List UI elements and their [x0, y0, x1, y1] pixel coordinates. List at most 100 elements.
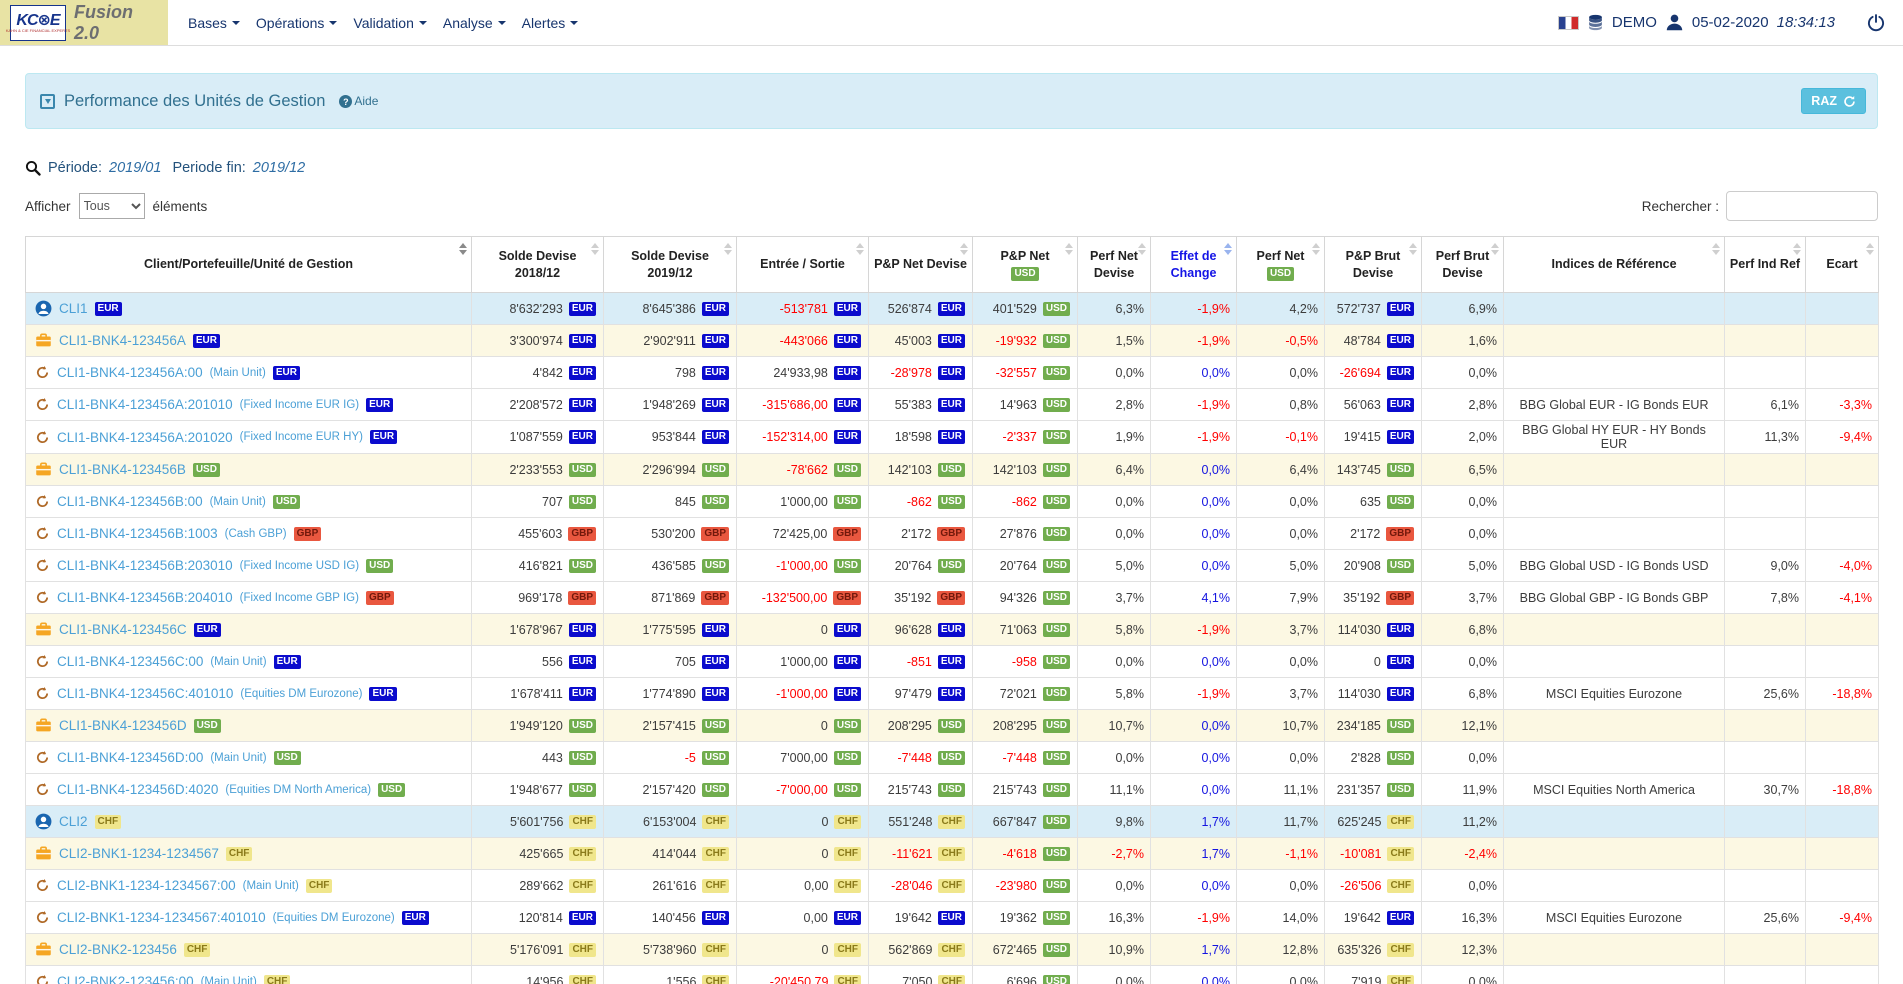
row-name-link[interactable]: CLI1-BNK4-123456B:203010: [57, 558, 233, 573]
row-name-link[interactable]: CLI1-BNK4-123456A:201020: [57, 429, 233, 445]
cell-amount: -11'621 CHF: [868, 837, 973, 870]
sort-arrows-icon[interactable]: [1138, 243, 1146, 255]
sort-arrows-icon[interactable]: [1065, 243, 1073, 255]
nav-item-analyse[interactable]: Analyse: [443, 15, 506, 31]
periode-value[interactable]: 2019/01: [109, 160, 162, 176]
cell-amount: -958 USD: [972, 645, 1078, 678]
currency-badge: EUR: [94, 301, 122, 316]
column-header-effet-de-change[interactable]: Effet de Change: [1150, 236, 1237, 293]
cell-amount: 114'030 EUR: [1324, 613, 1422, 646]
column-header-pp-net-usd[interactable]: P&P Net USD: [972, 236, 1078, 293]
page-length-select[interactable]: Tous: [78, 193, 145, 219]
row-name-link[interactable]: CLI1-BNK4-123456C:00: [57, 654, 204, 669]
sort-arrows-icon[interactable]: [591, 243, 599, 255]
cell-percent: 25,6%: [1724, 677, 1806, 710]
row-name-link[interactable]: CLI1-BNK4-123456B:1003: [57, 526, 218, 541]
row-name-link[interactable]: CLI1-BNK4-123456A:00: [57, 365, 203, 380]
cell-amount: 0,00 CHF: [736, 869, 869, 902]
column-header-solde-2019[interactable]: Solde Devise 2019/12: [603, 236, 737, 293]
row-name-link[interactable]: CLI1-BNK4-123456A: [59, 333, 186, 348]
cell-percent: 16,3%: [1077, 901, 1151, 934]
currency-badge: USD: [701, 718, 729, 733]
caret-square-icon[interactable]: [40, 93, 55, 109]
currency-badge: USD: [1042, 910, 1070, 925]
column-header-perf-ind-ref[interactable]: Perf Ind Ref: [1724, 236, 1806, 293]
row-name-link[interactable]: CLI1-BNK4-123456B: [59, 462, 186, 477]
cell-name: CLI1-BNK4-123456B:1003 (Cash GBP) GBP: [25, 517, 472, 550]
table-row: CLI2-BNK1-1234-1234567:00 (Main Unit) CHF 2…: [25, 869, 1879, 902]
logo[interactable]: KC⊗E KAHN & CIE FINANCIAL EXPERTS Fusion…: [0, 0, 168, 45]
nav-item-alertes[interactable]: Alertes: [522, 15, 579, 31]
briefcase-icon: [35, 621, 52, 638]
currency-badge: EUR: [568, 365, 596, 380]
nav-item-bases[interactable]: Bases: [188, 15, 240, 31]
row-name-link[interactable]: CLI1-BNK4-123456B:204010: [57, 590, 233, 605]
row-name-link[interactable]: CLI1-BNK4-123456C:401010: [57, 686, 234, 701]
column-header-name[interactable]: Client/Portefeuille/Unité de Gestion: [25, 236, 472, 293]
rotate-arrow-icon: [35, 430, 50, 445]
column-label: P&P Net USD: [1000, 249, 1050, 281]
sort-arrows-icon[interactable]: [459, 243, 467, 255]
row-name-link[interactable]: CLI2-BNK2-123456:00: [57, 974, 194, 984]
row-name-link[interactable]: CLI1-BNK4-123456D:00: [57, 750, 204, 765]
row-name-link[interactable]: CLI2-BNK2-123456: [59, 942, 177, 957]
column-header-pp-brut-devise[interactable]: P&P Brut Devise: [1324, 236, 1422, 293]
cell-reference-index: BBG Global EUR - IG Bonds EUR: [1503, 388, 1725, 421]
column-header-perf-brut-devise[interactable]: Perf Brut Devise: [1421, 236, 1504, 293]
currency-badge: USD: [937, 558, 965, 573]
nav-item-validation[interactable]: Validation: [353, 15, 427, 31]
cell-amount: 845 USD: [603, 485, 737, 518]
row-name-link[interactable]: CLI1-BNK4-123456D:4020: [57, 782, 219, 797]
cell-percent: -9,4%: [1805, 901, 1879, 934]
currency-badge: EUR: [568, 910, 596, 925]
sort-arrows-icon[interactable]: [1712, 243, 1720, 255]
column-header-pp-net-devise[interactable]: P&P Net Devise: [868, 236, 973, 293]
nav-item-operations[interactable]: Opérations: [256, 15, 338, 31]
row-name-link[interactable]: CLI1-BNK4-123456B:00: [57, 494, 203, 509]
column-header-solde-2018[interactable]: Solde Devise 2018/12: [471, 236, 604, 293]
help-link[interactable]: ? Aide: [339, 94, 378, 108]
sort-arrows-icon[interactable]: [856, 243, 864, 255]
currency-badge: EUR: [833, 686, 861, 701]
row-name-link[interactable]: CLI2-BNK1-1234-1234567: [59, 846, 219, 861]
row-name-link[interactable]: CLI2-BNK1-1234-1234567:401010: [57, 910, 266, 925]
currency-badge: EUR: [701, 430, 729, 444]
column-header-indices[interactable]: Indices de Référence: [1503, 236, 1725, 293]
raz-button[interactable]: RAZ: [1801, 88, 1866, 114]
sort-arrows-icon[interactable]: [1312, 243, 1320, 255]
cell-amount: 0 CHF: [736, 805, 869, 838]
row-name-link[interactable]: CLI1-BNK4-123456D: [59, 718, 187, 733]
cell-amount: -862 USD: [868, 485, 973, 518]
row-name-link[interactable]: CLI1: [59, 301, 88, 316]
sort-arrows-icon[interactable]: [724, 243, 732, 255]
sort-arrows-icon[interactable]: [1793, 243, 1801, 255]
cell-percent: [1724, 356, 1806, 389]
person-icon[interactable]: [1665, 13, 1684, 32]
column-header-perf-net-usd[interactable]: Perf Net USD: [1236, 236, 1325, 293]
currency-badge: EUR: [369, 686, 397, 701]
periode-fin-value[interactable]: 2019/12: [252, 160, 306, 176]
cell-amount: 261'616 CHF: [603, 869, 737, 902]
sort-arrows-icon[interactable]: [1224, 243, 1232, 255]
sort-arrows-icon[interactable]: [1409, 243, 1417, 255]
search-input[interactable]: [1726, 191, 1878, 221]
currency-badge: GBP: [293, 526, 322, 541]
row-name-link[interactable]: CLI1-BNK4-123456A:201010: [57, 397, 233, 412]
column-header-entree-sortie[interactable]: Entrée / Sortie: [736, 236, 869, 293]
row-name-link[interactable]: CLI2-BNK1-1234-1234567:00: [57, 878, 236, 893]
sort-arrows-icon[interactable]: [1491, 243, 1499, 255]
sort-arrows-icon[interactable]: [960, 243, 968, 255]
sort-arrows-icon[interactable]: [1866, 243, 1874, 255]
currency-badge: EUR: [833, 654, 861, 669]
cell-percent: [1724, 933, 1806, 966]
database-name[interactable]: DEMO: [1611, 14, 1657, 31]
currency-badge: CHF: [569, 814, 596, 829]
column-header-perf-net-devise[interactable]: Perf Net Devise: [1077, 236, 1151, 293]
row-name-link[interactable]: CLI2: [59, 814, 88, 829]
power-icon[interactable]: [1867, 13, 1885, 32]
row-descriptor: (Cash GBP): [224, 527, 287, 540]
currency-badge: USD: [701, 782, 729, 797]
row-name-link[interactable]: CLI1-BNK4-123456C: [59, 622, 187, 637]
cell-amount: 1'556 CHF: [603, 965, 737, 984]
column-header-ecart[interactable]: Ecart: [1805, 236, 1879, 293]
